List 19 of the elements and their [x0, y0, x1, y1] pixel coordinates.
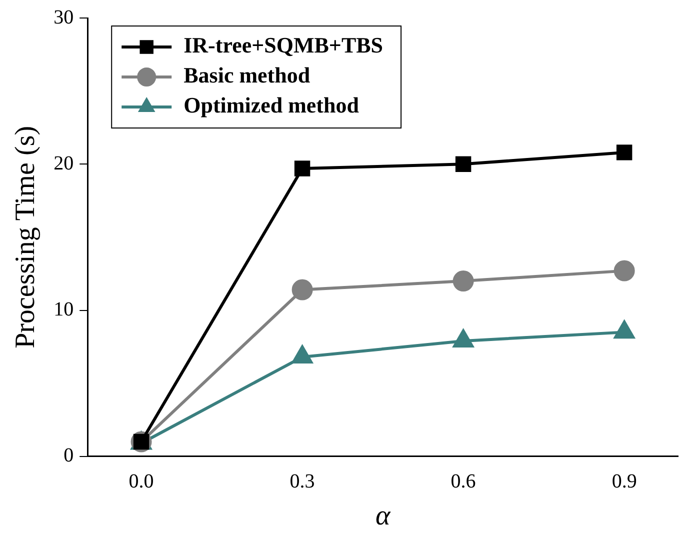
x-tick-label: 0.0 [128, 470, 154, 493]
y-axis-title: Processing Time (s) [10, 126, 42, 348]
point [455, 156, 472, 172]
x-tick-label: 0.6 [450, 470, 476, 493]
y-tick-label: 30 [54, 6, 74, 28]
y-tick-label: 10 [54, 298, 74, 321]
point [614, 260, 635, 282]
legend-label: IR-tree+SQMB+TBS [184, 32, 384, 58]
y-tick-label: 20 [54, 152, 74, 174]
x-tick-label: 0.3 [290, 470, 315, 493]
point [452, 270, 474, 292]
point [294, 160, 310, 176]
legend-label: Basic method [184, 62, 310, 88]
point [292, 279, 313, 300]
legend-label: Optimized method [184, 92, 359, 118]
x-tick-label: 0.9 [612, 470, 637, 493]
x-axis-title: α [375, 500, 392, 532]
y-tick-label: 0 [64, 444, 74, 467]
point [616, 144, 632, 160]
